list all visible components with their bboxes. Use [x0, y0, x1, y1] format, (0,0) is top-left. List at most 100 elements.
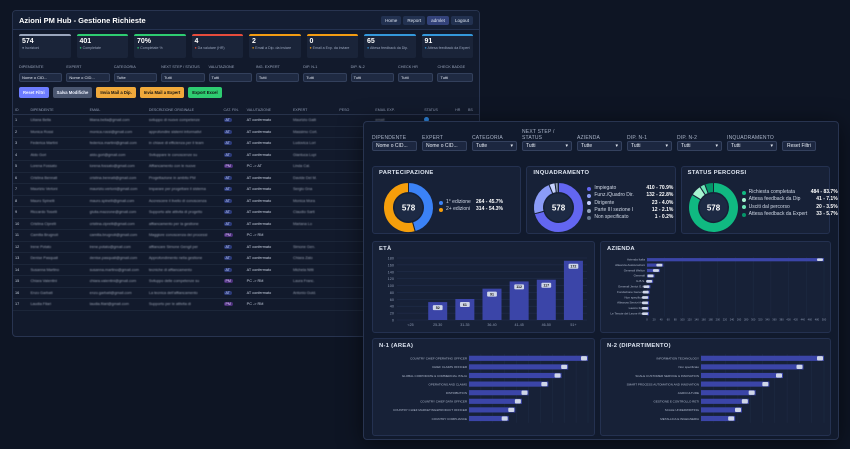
action-button[interactable]: Invia Mail a Expert: [139, 87, 185, 98]
filter-input[interactable]: Tutti: [208, 73, 252, 82]
hbar[interactable]: [701, 364, 804, 370]
evaluation[interactable]: PC -> RM: [244, 229, 291, 242]
filter-input[interactable]: Tutti: [437, 73, 473, 82]
age-bar[interactable]: [428, 302, 448, 320]
column-header[interactable]: HR: [453, 106, 466, 115]
evaluation[interactable]: AT confermato: [244, 218, 291, 230]
hbar[interactable]: [469, 381, 549, 387]
column-header[interactable]: DIPENDENTE: [28, 106, 88, 115]
evaluation[interactable]: AT confermato: [244, 252, 291, 265]
age-bar[interactable]: [509, 281, 529, 320]
donut-slice[interactable]: [383, 181, 416, 233]
x-tick-label: 41-45: [515, 323, 524, 327]
hbar[interactable]: [469, 390, 529, 396]
evaluation[interactable]: PC -> RM: [244, 298, 291, 311]
action-button[interactable]: Reset Filtri: [19, 87, 49, 98]
column-header[interactable]: EMAIL: [87, 106, 147, 115]
evaluation[interactable]: AT confermato: [244, 137, 291, 150]
evaluation[interactable]: AT confermato: [244, 287, 291, 299]
hbar[interactable]: [647, 263, 664, 267]
nav-report[interactable]: Report: [403, 15, 426, 25]
hbar[interactable]: [469, 372, 562, 379]
row-id: 14: [13, 264, 29, 276]
donut-slice[interactable]: [703, 181, 714, 195]
report-filter-input[interactable]: Tutte ▾: [472, 141, 517, 151]
filter-input[interactable]: Nome o CID...: [66, 73, 110, 82]
action-button[interactable]: Invia Mail a Dip.: [96, 87, 136, 98]
hbar[interactable]: [469, 407, 516, 413]
donut-slice[interactable]: [687, 181, 739, 233]
hbar[interactable]: [469, 398, 522, 404]
bar-value-badge: [643, 285, 650, 289]
report-filter-input[interactable]: Tutte ▾: [577, 141, 622, 151]
filter-input[interactable]: Tutte: [113, 73, 158, 82]
report-filter-input[interactable]: Tutti ▾: [627, 141, 672, 151]
column-header[interactable]: CAT. FIN.: [221, 106, 245, 115]
hbar[interactable]: [701, 381, 770, 387]
legend-item: 1° edizione 264 - 45.7%: [439, 199, 503, 206]
age-bar[interactable]: [482, 288, 502, 320]
column-header[interactable]: STATUS: [422, 106, 454, 115]
filter-input[interactable]: Tutti: [398, 73, 434, 82]
column-header[interactable]: EXPERT: [290, 106, 338, 115]
participation-title: PARTECIPAZIONE: [379, 170, 434, 176]
filter-input[interactable]: Nome o CID...: [19, 73, 63, 82]
hbar[interactable]: [701, 415, 736, 422]
filter: CHECK BADGE Tutti: [437, 65, 473, 82]
age-bar[interactable]: [536, 279, 556, 320]
column-header[interactable]: VALUTAZIONE: [244, 106, 291, 115]
evaluation[interactable]: AT confermato: [244, 183, 291, 196]
filter-input[interactable]: Tutti: [161, 73, 205, 82]
hbar[interactable]: [469, 355, 588, 361]
table-row[interactable]: 1 Liliana Bella liliana.bella@gmail.com svi…: [13, 114, 479, 127]
category-label: INFORMATION TECHNOLOGY: [656, 357, 699, 361]
nav-home[interactable]: Home: [381, 15, 402, 25]
report-filter-input[interactable]: Tutti ▾: [677, 141, 722, 151]
row-id: 2: [13, 126, 29, 138]
evaluation[interactable]: AT confermato: [244, 114, 291, 127]
column-header[interactable]: PESO: [337, 106, 374, 115]
report-filter-input[interactable]: Tutti ▾: [522, 141, 572, 151]
evaluation[interactable]: PC -> AT: [244, 160, 291, 173]
hbar[interactable]: [701, 390, 756, 396]
column-header[interactable]: DESCRIZIONE ORIGINALE: [146, 106, 222, 115]
evaluation[interactable]: AT confermato: [244, 264, 291, 276]
filter-input[interactable]: Tutti: [303, 73, 347, 82]
category-cell: PM: [221, 298, 245, 311]
filter-input[interactable]: Tutti: [350, 73, 394, 82]
hbar[interactable]: [469, 364, 569, 370]
action-button[interactable]: Export Excel: [188, 87, 222, 98]
evaluation[interactable]: AT confermato: [244, 126, 291, 138]
reset-filters-button[interactable]: Reset Filtri: [782, 141, 816, 151]
report-filter-input[interactable]: Nome o CID...: [422, 141, 467, 151]
evaluation[interactable]: AT confermato: [244, 195, 291, 207]
evaluation[interactable]: AT confermato: [244, 206, 291, 219]
bar-value-badge: [642, 296, 649, 299]
hbar[interactable]: [647, 258, 824, 262]
hbar[interactable]: [701, 407, 742, 413]
report-filter-input[interactable]: Nome o CID...: [372, 141, 417, 151]
category-badge: AT: [223, 129, 232, 134]
evaluation[interactable]: AT confermato: [244, 149, 291, 161]
kpi-value: 65: [367, 38, 375, 45]
kpi-label: ● Email a Dip. da inviare: [252, 46, 298, 50]
table-row[interactable]: 4 Aldo Gori aldo.gori@gmail.com Sviluppare …: [13, 149, 479, 161]
report-filter-input[interactable]: Tutti ▾: [727, 141, 777, 151]
column-header[interactable]: EMAIL EXP.: [373, 106, 423, 115]
filter-input[interactable]: Tutti: [255, 73, 300, 82]
nav-admin[interactable]: admlet: [427, 15, 449, 25]
age-bar[interactable]: [563, 260, 583, 320]
column-header[interactable]: ID: [13, 106, 29, 115]
column-header[interactable]: BS: [466, 106, 479, 115]
donut-slice[interactable]: [534, 181, 585, 233]
hbar[interactable]: [701, 355, 824, 361]
evaluation[interactable]: PC -> RM: [244, 275, 291, 288]
action-button[interactable]: Salva Modifiche: [52, 87, 93, 98]
nav-logout[interactable]: Logout: [450, 15, 473, 25]
evaluation[interactable]: AT confermato: [244, 241, 291, 253]
hbar[interactable]: [701, 372, 783, 379]
evaluation[interactable]: AT confermato: [244, 172, 291, 184]
hbar[interactable]: [701, 398, 749, 404]
legend-label: Non specificato: [594, 214, 629, 221]
hbar[interactable]: [469, 415, 509, 422]
